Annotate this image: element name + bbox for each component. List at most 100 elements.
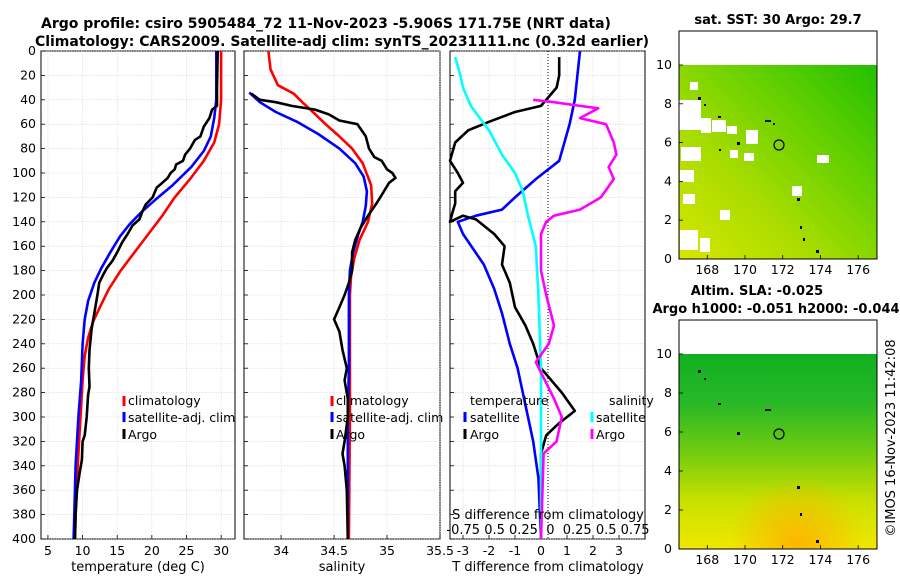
difference-legend: temperature salinity satellite Argo sate… [463, 393, 654, 442]
depth-tick-label: 260 [12, 360, 36, 375]
lon-tick-label: 168 [695, 262, 719, 277]
argo-float-marker-sla [773, 428, 785, 440]
depth-tick-label: 400 [12, 531, 36, 546]
series-line-climatology [73, 51, 223, 540]
salinity-legend-argo: Argo [336, 427, 365, 442]
sla-lat-tick-labels: 0 2 4 6 8 10 [656, 346, 683, 556]
lon-tick-label: 172 [771, 552, 795, 567]
sst-coastline [698, 97, 819, 253]
lat-tick-label: 10 [656, 346, 672, 361]
depth-tick-label: 340 [12, 458, 36, 473]
temperature-legend-argo: Argo [128, 427, 157, 442]
series-line-salinity-argo [533, 98, 618, 540]
sla-lon-tick-labels: 168 170 172 174 176 [695, 545, 870, 567]
lon-tick-label: 172 [771, 262, 795, 277]
depth-tick-label: 320 [12, 433, 36, 448]
depth-tick-label: 300 [12, 409, 36, 424]
legend-temp-satellite: satellite [470, 410, 520, 425]
lon-tick-label: 170 [733, 262, 757, 277]
temperature-xlabel: temperature (deg C) [71, 560, 205, 575]
lat-tick-label: 6 [664, 424, 672, 439]
series-line-temperature-satellite [456, 50, 582, 540]
imos-timestamp: ©IMOS 16-Nov-2023 11:42:08 [884, 339, 899, 536]
series-line-argo [73, 50, 219, 540]
legend-header-temperature: temperature [470, 393, 549, 408]
lon-tick-label: 168 [695, 552, 719, 567]
lon-tick-label: 174 [808, 262, 832, 277]
legend-header-salinity: salinity [609, 393, 654, 408]
salinity-grid [244, 50, 441, 540]
series-line-temperature-argo [448, 57, 577, 539]
x-tick-label: 2 [589, 543, 597, 558]
main-subtitle: Climatology: CARS2009. Satellite-adj cli… [35, 34, 649, 50]
x-tick-label: 20 [144, 543, 160, 558]
lat-tick-label: 4 [664, 173, 672, 188]
depth-tick-label: 380 [12, 507, 36, 522]
lon-tick-label: 176 [846, 262, 870, 277]
lat-tick-label: 4 [664, 463, 672, 478]
x-tick-label: 25 [179, 543, 195, 558]
x-tick-label: 34 [273, 543, 289, 558]
legend-temp-argo: Argo [470, 427, 499, 442]
x-tick-label: 35 [379, 543, 395, 558]
salinity-panel: 34 34.5 35 35.5 salinity climatology satell… [243, 50, 454, 575]
temperature-legend-climatology: climatology [128, 393, 201, 408]
x-tick-label: -3 [457, 543, 469, 558]
depth-tick-label: 160 [12, 238, 36, 253]
difference-lines [448, 50, 618, 540]
depth-tick-label: 280 [12, 385, 36, 400]
sst-missing-data-patches [679, 82, 829, 252]
sla-map-panel: Altim. SLA: -0.025 Argo h1000: -0.051 h2… [652, 284, 899, 567]
s-difference-ticks: -0.75 0.5 0.25 0 0.25 0.5 0.75 [446, 523, 649, 538]
x-tick-label: 15 [109, 543, 125, 558]
sst-map-title: sat. SST: 30 Argo: 29.7 [694, 13, 861, 28]
temperature-lines [72, 50, 223, 540]
depth-tick-label: 240 [12, 336, 36, 351]
sla-map-title: Altim. SLA: -0.025 [691, 284, 823, 299]
main-title: Argo profile: csiro 5905484_72 11-Nov-20… [41, 16, 611, 32]
depth-tick-label: 80 [20, 141, 36, 156]
difference-tick-labels: -3 -2 -1 0 1 2 3 [457, 543, 623, 558]
lat-tick-label: 2 [664, 502, 672, 517]
sst-map-panel: sat. SST: 30 Argo: 29.7 168 170 172 174 176 … [656, 13, 878, 277]
x-tick-label: 30 [213, 543, 229, 558]
depth-tick-label: 220 [12, 311, 36, 326]
lat-tick-label: 6 [664, 135, 672, 150]
x-tick-label: -2 [483, 543, 495, 558]
temperature-legend: climatology satellite-adj. clim Argo [122, 393, 235, 442]
temperature-tick-labels: 5 10 15 20 25 30 [44, 543, 229, 558]
difference-xlabel: T difference from climatology [451, 560, 644, 575]
salinity-tick-labels: 34 34.5 35 35.5 [273, 543, 454, 558]
salinity-lines [248, 50, 397, 540]
lat-tick-label: 10 [656, 57, 672, 72]
x-tick-label: 34.5 [320, 543, 348, 558]
salinity-xlabel: salinity [319, 560, 366, 575]
sla-high-anomaly [679, 354, 877, 549]
argo-float-marker [773, 139, 785, 151]
sst-field [679, 65, 877, 259]
depth-tick-labels: 0 20 40 60 80 100 120 140 160 180 200 220 240 260 280 3… [12, 43, 36, 546]
salinity-legend: climatology satellite-adj. clim Argo [330, 393, 443, 442]
sst-lat-tick-labels: 0 2 4 6 8 10 [656, 57, 683, 266]
lat-tick-label: 0 [664, 541, 672, 556]
depth-tick-label: 180 [12, 263, 36, 278]
s-difference-label: S difference from climatology [452, 508, 644, 523]
salinity-legend-climatology: climatology [336, 393, 409, 408]
depth-tick-label: 40 [20, 92, 36, 107]
lat-tick-label: 0 [664, 251, 672, 266]
depth-tick-label: 100 [12, 165, 36, 180]
lat-tick-label: 2 [664, 212, 672, 227]
x-tick-label: -1 [509, 543, 521, 558]
sla-coastline [698, 370, 819, 543]
difference-panel: -3 -2 -1 0 1 2 3 T difference from climatology… [446, 50, 654, 575]
temperature-legend-satellite: satellite-adj. clim [128, 410, 235, 425]
temperature-grid [41, 50, 235, 540]
series-line-satellite-adj-clim [72, 51, 218, 540]
lon-tick-label: 174 [808, 552, 832, 567]
x-tick-label: 10 [75, 543, 91, 558]
lon-tick-label: 176 [846, 552, 870, 567]
x-tick-label: 3 [615, 543, 623, 558]
depth-tick-label: 200 [12, 287, 36, 302]
depth-tick-label: 60 [20, 116, 36, 131]
